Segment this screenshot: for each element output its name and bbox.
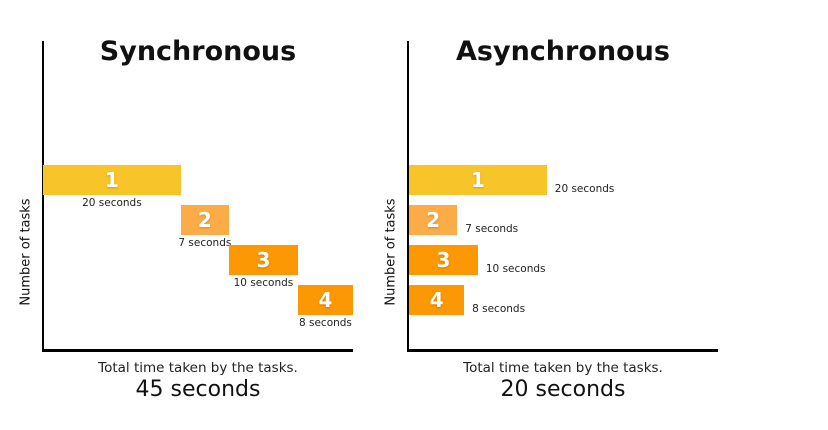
x-axis-line (42, 349, 353, 352)
task-bar-2: 2 (180, 205, 229, 235)
task-number-3: 3 (436, 248, 451, 272)
task-bar-3: 3 (229, 245, 298, 275)
x-axis-line (407, 349, 718, 352)
task-bar-2: 2 (409, 205, 458, 235)
synchronous-chart: Synchronous Number of tasks 1 20 seconds… (18, 36, 353, 402)
duration-label-3: 10 seconds (233, 277, 294, 289)
duration-label-2: 7 seconds (178, 237, 232, 249)
duration-label-2: 7 seconds (465, 223, 519, 235)
chart-title: Synchronous (99, 36, 297, 67)
y-axis-label: Number of tasks (18, 198, 34, 306)
total-time-value: 45 seconds (135, 377, 261, 402)
duration-label-4: 8 seconds (298, 317, 352, 329)
task-number-3: 3 (256, 248, 271, 272)
y-axis-line (407, 41, 409, 352)
task-number-2: 2 (197, 208, 212, 232)
x-axis-caption: Total time taken by the tasks. (98, 360, 298, 376)
y-axis-line (42, 41, 44, 352)
task-bar-1: 1 (43, 165, 181, 195)
task-bar-3: 3 (409, 245, 478, 275)
duration-label-3: 10 seconds (485, 263, 546, 275)
y-axis-label: Number of tasks (383, 198, 399, 306)
total-time-value: 20 seconds (500, 377, 626, 402)
task-number-4: 4 (429, 288, 444, 312)
duration-label-4: 8 seconds (472, 303, 526, 315)
task-bar-1: 1 (409, 165, 547, 195)
duration-label-1: 20 seconds (554, 183, 615, 195)
task-number-2: 2 (426, 208, 441, 232)
task-number-1: 1 (104, 168, 119, 192)
asynchronous-chart: Asynchronous Number of tasks 1 20 second… (365, 0, 779, 430)
task-number-1: 1 (470, 168, 485, 192)
duration-label-1: 20 seconds (82, 197, 142, 209)
task-bar-4: 4 (297, 285, 353, 315)
task-number-4: 4 (318, 288, 333, 312)
x-axis-caption: Total time taken by the tasks. (463, 360, 663, 376)
chart-title: Asynchronous (456, 36, 670, 67)
task-bar-4: 4 (409, 285, 465, 315)
